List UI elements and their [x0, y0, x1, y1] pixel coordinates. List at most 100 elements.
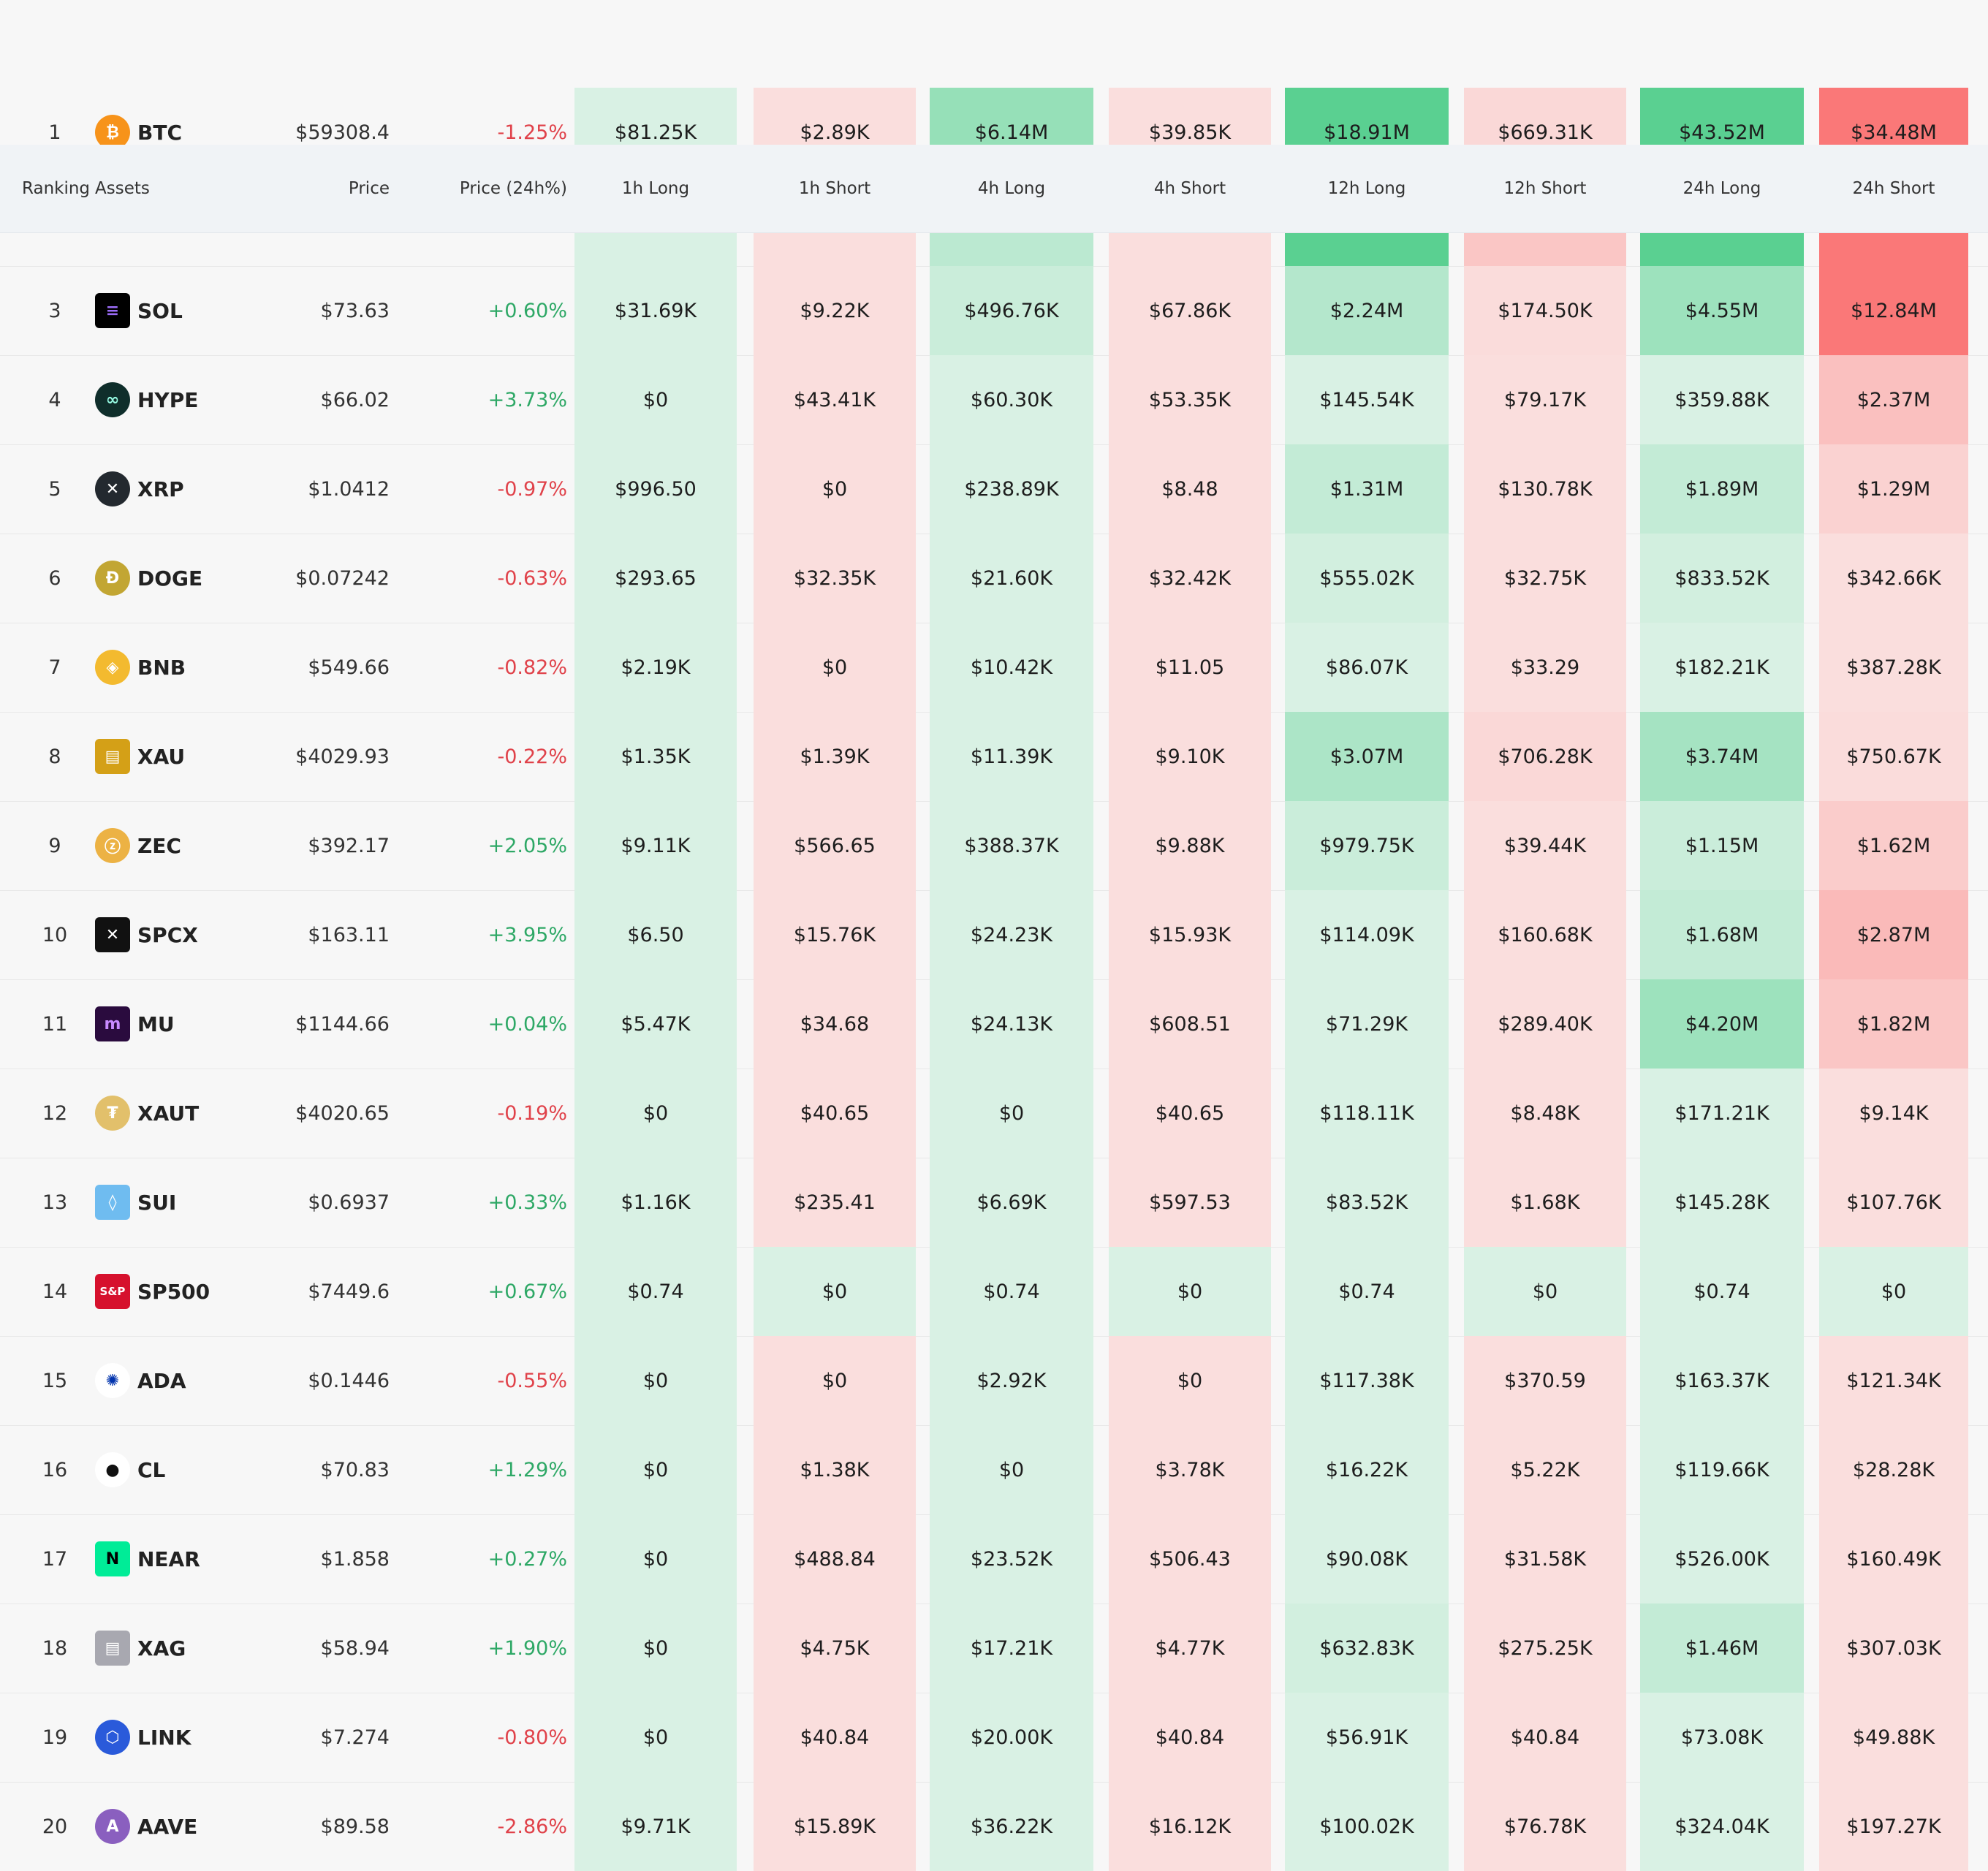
price-change: +2.05% — [487, 834, 567, 857]
header-col-5[interactable]: 12h Short — [1503, 179, 1587, 198]
price-change: +3.95% — [487, 923, 567, 946]
value-cell: $24.13K — [930, 979, 1093, 1069]
asset-cell[interactable]: ₿ BTC — [95, 88, 278, 177]
asset-symbol: DOGE — [137, 566, 203, 591]
rank-number: 15 — [42, 1369, 68, 1392]
asset-symbol: AAVE — [137, 1814, 198, 1839]
table-row[interactable]: $1.16K $235.41 $6.69K $597.53 $83.52K $1.68K $… — [0, 1158, 1988, 1248]
value-cell: $43.41K — [754, 355, 916, 444]
value-cell: $4.20M — [1640, 979, 1804, 1069]
asset-cell[interactable]: S&P SP500 — [95, 1247, 278, 1336]
table-row[interactable]: $1.35K $1.39K $11.39K $9.10K $3.07M $706.28K $… — [0, 712, 1988, 802]
price-value: $4029.93 — [295, 745, 390, 768]
asset-cell[interactable]: ✕ XRP — [95, 444, 278, 534]
rank-number: 19 — [42, 1726, 68, 1749]
value-cell: $117.38K — [1285, 1336, 1449, 1425]
value-cell: $107.76K — [1819, 1158, 1968, 1247]
table-row[interactable]: $5.47K $34.68 $24.13K $608.51 $71.29K $289.40… — [0, 979, 1988, 1069]
value-cell: $11.39K — [930, 712, 1093, 801]
header-col-3[interactable]: 4h Short — [1153, 179, 1226, 198]
value-cell: $307.03K — [1819, 1604, 1968, 1693]
asset-cell[interactable]: ● CL — [95, 1425, 278, 1514]
asset-symbol: HYPE — [137, 387, 199, 412]
price-change: -2.86% — [497, 1815, 567, 1838]
header-assets[interactable]: Assets — [95, 179, 150, 198]
value-cell: $71.29K — [1285, 979, 1449, 1069]
table-row[interactable]: $31.69K $9.22K $496.76K $67.86K $2.24M $174.5… — [0, 266, 1988, 356]
header-col-1[interactable]: 1h Short — [798, 179, 871, 198]
asset-symbol: SPCX — [137, 922, 198, 947]
price-value: $7449.6 — [308, 1280, 390, 1303]
asset-symbol: XAU — [137, 744, 186, 769]
value-cell: $40.84 — [1464, 1693, 1626, 1782]
value-cell: $0 — [574, 1336, 737, 1425]
asset-cell[interactable]: ✕ SPCX — [95, 890, 278, 979]
table-row[interactable]: $0 $40.84 $20.00K $40.84 $56.91K $40.84 $73.08… — [0, 1693, 1988, 1783]
asset-cell[interactable]: ✺ ADA — [95, 1336, 278, 1425]
cl-icon: ● — [95, 1452, 130, 1487]
value-cell: $706.28K — [1464, 712, 1626, 801]
header-col-0[interactable]: 1h Long — [621, 179, 690, 198]
rank-number: 7 — [48, 656, 61, 679]
price-change: +0.60% — [487, 299, 567, 322]
value-cell: $566.65 — [754, 801, 916, 890]
asset-cell[interactable]: N NEAR — [95, 1514, 278, 1604]
value-cell: $1.82M — [1819, 979, 1968, 1069]
table-row[interactable]: $0 $4.75K $17.21K $4.77K $632.83K $275.25K $1.… — [0, 1604, 1988, 1693]
asset-cell[interactable]: ▤ XAG — [95, 1604, 278, 1693]
rank-number: 16 — [42, 1458, 68, 1481]
asset-symbol: SP500 — [137, 1279, 210, 1304]
table-row[interactable]: $0 $40.65 $0 $40.65 $118.11K $8.48K $171.21K $9… — [0, 1069, 1988, 1158]
asset-cell[interactable]: ₮ XAUT — [95, 1069, 278, 1158]
asset-cell[interactable]: ⬡ LINK — [95, 1693, 278, 1782]
value-cell: $289.40K — [1464, 979, 1626, 1069]
value-cell: $6.69K — [930, 1158, 1093, 1247]
price-value: $73.63 — [320, 299, 390, 322]
value-cell: $0 — [754, 444, 916, 534]
asset-symbol: LINK — [137, 1725, 191, 1750]
header-col-2[interactable]: 4h Long — [977, 179, 1046, 198]
asset-cell[interactable]: ▤ XAU — [95, 712, 278, 801]
asset-cell[interactable]: ∞ HYPE — [95, 355, 278, 444]
header-col-7[interactable]: 24h Short — [1852, 179, 1935, 198]
value-cell: $10.42K — [930, 623, 1093, 712]
table-row[interactable]: $6.50 $15.76K $24.23K $15.93K $114.09K $160.6… — [0, 890, 1988, 980]
price-change: -0.55% — [497, 1369, 567, 1392]
table-row[interactable]: $0.74 $0 $0.74 $0 $0.74 $0 $0.74 $0 14 S&P SP500 $7… — [0, 1247, 1988, 1337]
table-row[interactable]: $0 $488.84 $23.52K $506.43 $90.08K $31.58K $52… — [0, 1514, 1988, 1604]
value-cell: $49.88K — [1819, 1693, 1968, 1782]
value-cell: $597.53 — [1109, 1158, 1271, 1247]
table-row[interactable]: $81.25K $2.89K $6.14M $39.85K $18.91M $669.31… — [0, 88, 1988, 178]
table-row[interactable]: $2.19K $0 $10.42K $11.05 $86.07K $33.29 $182.2… — [0, 623, 1988, 713]
table-row[interactable]: $9.71K $15.89K $36.22K $16.12K $100.02K $76.7… — [0, 1782, 1988, 1871]
value-cell: $979.75K — [1285, 801, 1449, 890]
asset-cell[interactable]: ◈ BNB — [95, 623, 278, 712]
header-ranking[interactable]: Ranking — [22, 179, 91, 198]
header-col-6[interactable]: 24h Long — [1682, 179, 1761, 198]
value-cell: $12.84M — [1819, 266, 1968, 355]
asset-cell[interactable]: Ð DOGE — [95, 534, 278, 623]
asset-cell[interactable]: A AAVE — [95, 1782, 278, 1871]
header-price[interactable]: Price — [348, 179, 390, 198]
value-cell: $0 — [754, 1247, 916, 1336]
table-row[interactable]: $9.11K $566.65 $388.37K $9.88K $979.75K $39.4… — [0, 801, 1988, 891]
asset-symbol: MU — [137, 1012, 175, 1036]
xag-icon: ▤ — [95, 1631, 130, 1666]
table-row[interactable]: $0 $1.38K $0 $3.78K $16.22K $5.22K $119.66K $28… — [0, 1425, 1988, 1515]
header-price-change[interactable]: Price (24h%) — [459, 179, 567, 198]
header-col-4[interactable]: 12h Long — [1327, 179, 1406, 198]
rank-number: 1 — [48, 121, 61, 144]
table-row[interactable]: $0 $43.41K $60.30K $53.35K $145.54K $79.17K $3… — [0, 355, 1988, 445]
asset-cell[interactable]: ≡ SOL — [95, 266, 278, 355]
table-row[interactable]: $996.50 $0 $238.89K $8.48 $1.31M $130.78K $1.8… — [0, 444, 1988, 534]
table-row[interactable]: $0 $0 $2.92K $0 $117.38K $370.59 $163.37K $121.… — [0, 1336, 1988, 1426]
table-row[interactable]: $293.65 $32.35K $21.60K $32.42K $555.02K $32.… — [0, 534, 1988, 623]
asset-cell[interactable]: ◊ SUI — [95, 1158, 278, 1247]
value-cell: $67.86K — [1109, 266, 1271, 355]
value-cell: $0 — [1464, 1247, 1626, 1336]
value-cell: $608.51 — [1109, 979, 1271, 1069]
asset-cell[interactable]: ⓩ ZEC — [95, 801, 278, 890]
asset-symbol: BTC — [137, 120, 182, 145]
value-cell: $1.68K — [1464, 1158, 1626, 1247]
asset-cell[interactable]: m MU — [95, 979, 278, 1069]
